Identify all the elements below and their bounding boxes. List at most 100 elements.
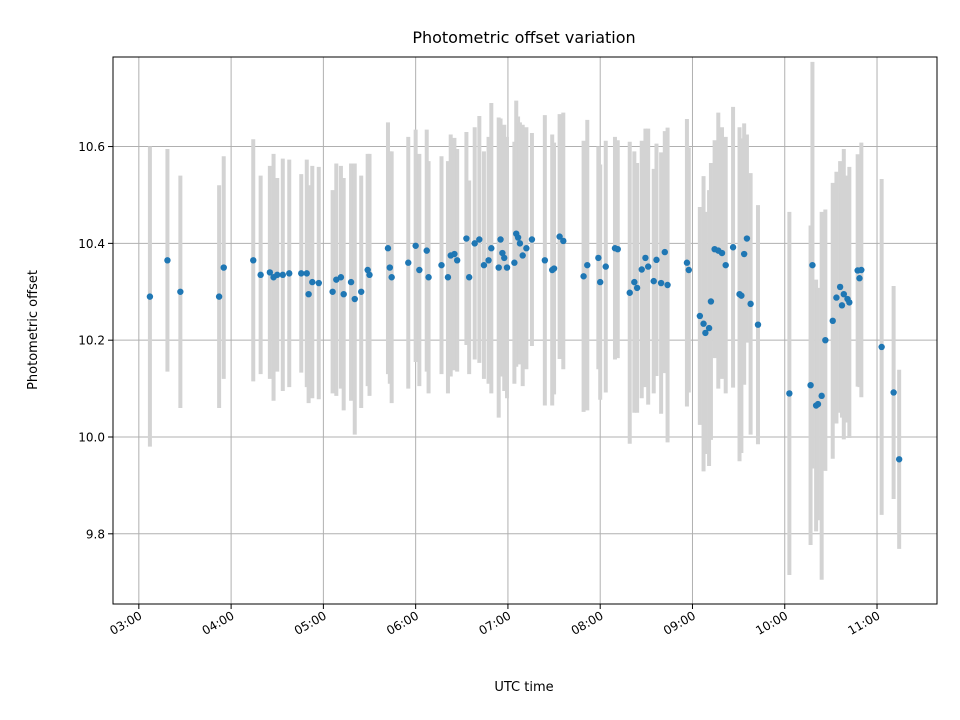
x-tick-label: 04:00 [200,608,237,637]
data-point [584,261,591,269]
data-point [497,236,504,243]
data-point [177,288,184,295]
data-point [740,250,748,258]
data-point [358,288,365,295]
data-point [626,289,633,296]
y-tick-label: 10.6 [78,140,105,154]
data-point [499,249,506,257]
data-point [633,284,641,292]
x-tick-label: 03:00 [107,608,144,637]
data-point [642,254,649,262]
data-point [705,324,713,332]
data-point [743,235,751,242]
data-point [444,274,452,281]
data-point [351,295,358,303]
data-point [597,278,604,286]
data-point [423,247,430,254]
data-point [807,382,814,389]
data-point [266,269,274,276]
y-tick-label: 10.4 [78,237,105,251]
chart-title: Photometric offset variation [412,28,635,47]
data-point [485,257,492,264]
data-point [729,244,737,251]
data-point [657,279,665,287]
data-point [303,270,310,277]
data-point [315,279,322,287]
data-point [856,275,863,282]
data-point [644,263,652,270]
x-tick-label: 11:00 [846,608,883,637]
data-point [661,248,668,256]
data-point [416,266,423,274]
data-point [329,288,336,295]
x-ticks: 03:00 04:00 05:00 06:00 07:00 08:00 09:00 10:00… [107,604,883,638]
data-point [822,336,829,344]
data-point [250,257,257,264]
data-point [846,299,853,306]
data-point [858,266,865,274]
data-point [366,271,373,279]
data-point [738,292,745,299]
data-point [488,245,495,252]
data-point [511,259,518,266]
data-point [696,312,704,320]
y-ticks: 9.8 10.0 10.2 10.4 10.6 [78,140,113,541]
data-point [463,235,470,242]
data-point [614,245,621,253]
data-point [309,278,316,286]
data-point [683,259,691,266]
data-point [405,259,412,266]
data-point [840,290,848,298]
data-point [386,264,394,271]
data-point [412,242,419,249]
data-point [631,278,638,286]
y-tick-label: 10.0 [78,430,105,444]
data-point [747,300,754,308]
data-point [388,274,395,281]
data-point [541,257,549,264]
x-tick-label: 10:00 [753,608,790,637]
data-point [516,240,524,247]
data-point [653,256,660,264]
data-point [503,264,511,271]
data-point [465,274,473,281]
data-point [514,234,522,241]
data-point [528,236,536,243]
data-point [279,271,286,279]
data-point [722,261,729,269]
data-point [895,456,903,463]
data-point [890,389,897,396]
x-tick-label: 05:00 [292,608,329,637]
y-tick-label: 9.8 [86,527,105,541]
x-tick-label: 08:00 [569,608,606,637]
data-point [650,277,657,285]
data-point [685,266,692,274]
data-point [638,266,645,273]
data-point [786,390,793,397]
data-point [836,283,844,291]
data-point [814,400,822,408]
data-point [523,245,530,252]
data-point [471,240,478,247]
data-point [878,343,885,351]
plot-frame [112,56,938,605]
data-point [480,261,488,269]
data-point [286,270,293,277]
data-point [451,250,458,258]
data-point [580,273,587,280]
data-point [305,290,312,298]
data-point [602,263,609,270]
data-point [220,264,227,271]
data-point [425,274,432,281]
data-point [384,245,392,252]
data-point [347,278,355,286]
data-point [215,293,223,300]
data-point [164,257,171,264]
data-point [501,254,508,262]
data-point [829,317,836,325]
data-point [702,329,709,337]
data-point [337,274,345,281]
data-point [754,321,762,328]
data-point [519,252,526,259]
data-point [707,298,715,305]
